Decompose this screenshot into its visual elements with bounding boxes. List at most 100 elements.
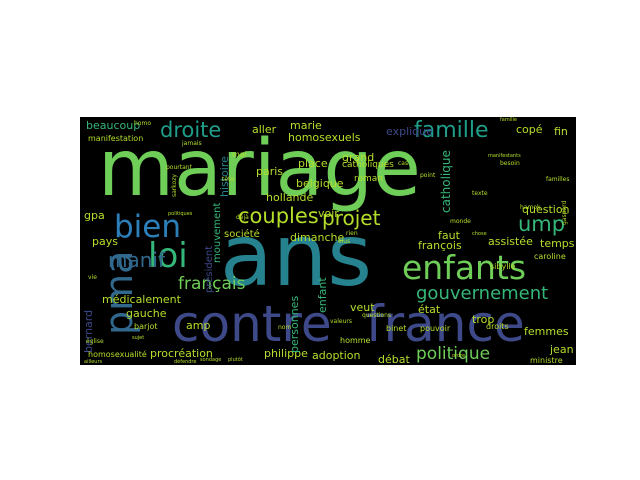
cloud-word-philippe: philippe: [264, 347, 308, 360]
cloud-word-ailleurs: ailleurs: [84, 359, 103, 365]
cloud-word-caroline: caroline: [534, 252, 566, 261]
cloud-word-couples: couples: [238, 204, 319, 228]
cloud-word-veut: veut: [350, 301, 375, 314]
cloud-word-homo: homo: [134, 120, 151, 127]
cloud-word-ans: ans: [220, 206, 372, 306]
cloud-word-cope: copé: [516, 123, 543, 136]
cloud-word-enfants: enfants: [402, 248, 526, 287]
cloud-word-barjot: barjot: [134, 322, 158, 331]
cloud-word-explique: explique: [386, 125, 433, 138]
cloud-word-plutot: plutôt: [228, 356, 243, 363]
cloud-word-gauche: gauche: [126, 307, 167, 320]
cloud-word-eglise: église: [86, 338, 104, 345]
cloud-word-voir: voir: [318, 207, 339, 220]
cloud-word-sarkozy: sarkozy: [171, 174, 178, 197]
cloud-word-medicalement: médicalement: [102, 293, 182, 306]
cloud-word-pays: pays: [92, 235, 118, 248]
cloud-word-rien: rien: [346, 230, 358, 237]
cloud-word-francois: françois: [418, 239, 462, 252]
cloud-word-homme: homme: [340, 336, 371, 345]
cloud-word-homosexualite: homosexualité: [88, 349, 147, 359]
cloud-word-gpa: gpa: [84, 209, 105, 222]
cloud-word-trop: trop: [472, 313, 494, 326]
cloud-word-droite: droite: [160, 118, 221, 142]
cloud-word-faut: faut: [438, 229, 461, 242]
cloud-word-monde: monde: [450, 218, 471, 225]
cloud-word-marie: marie: [290, 119, 322, 132]
cloud-word-catholiques: catholiques: [342, 160, 394, 170]
cloud-word-vie: vie: [88, 274, 97, 281]
cloud-word-projet: projet: [322, 206, 381, 230]
cloud-word-elus: élus: [338, 238, 350, 245]
cloud-word-histoire: histoire: [218, 156, 231, 197]
cloud-word-cas: cas: [398, 160, 408, 167]
cloud-word-bernard: bernard: [82, 310, 95, 353]
cloud-word-politiques: politiques: [168, 211, 193, 217]
cloud-word-pourtant: pourtant: [166, 164, 193, 171]
cloud-word-belgique: belgique: [296, 177, 344, 190]
cloud-word-hollande: hollande: [266, 191, 314, 204]
cloud-word-nom: nom: [278, 324, 291, 331]
cloud-word-sondage: sondage: [200, 357, 221, 363]
cloud-word-ministre: ministre: [530, 356, 563, 365]
cloud-word-manif: manif: [108, 248, 166, 272]
word-cloud: mariage ans contre france enfants pma loi bien c…: [80, 117, 576, 365]
cloud-word-societe: société: [224, 228, 260, 240]
cloud-word-questions: questions: [362, 312, 391, 319]
cloud-word-catholique: catholique: [439, 150, 453, 213]
cloud-word-personnes: personnes: [288, 296, 301, 353]
cloud-word-roman: roman: [354, 174, 383, 184]
cloud-word-debat: débat: [378, 353, 410, 365]
cloud-word-loi: loi: [148, 236, 188, 276]
cloud-word-procreation: procréation: [150, 347, 213, 360]
cloud-word-mariage: mariage: [98, 124, 421, 214]
cloud-word-jamais: jamais: [181, 140, 202, 147]
cloud-word-question: question: [522, 203, 570, 216]
cloud-word-deja: déjà: [236, 214, 249, 221]
cloud-word-paris: paris: [256, 165, 283, 178]
cloud-word-enfant: enfant: [316, 277, 329, 313]
cloud-word-binet: binet: [386, 324, 406, 333]
cloud-word-manifestants: manifestants: [488, 153, 521, 159]
cloud-word-assistee: assistée: [488, 235, 533, 248]
cloud-word-contre: contre: [172, 295, 332, 353]
cloud-word-familles: familles: [546, 176, 569, 183]
cloud-word-valeurs: valeurs: [330, 318, 352, 325]
cloud-word-chose: chose: [472, 231, 487, 237]
cloud-word-adoption: adoption: [312, 349, 361, 362]
cloud-word-place: place: [298, 157, 328, 170]
cloud-word-gouvernement: gouvernement: [416, 283, 548, 304]
cloud-word-bien: bien: [114, 209, 181, 245]
cloud-word-grand: grand: [342, 151, 374, 164]
cloud-word-politique: politique: [416, 344, 490, 364]
cloud-word-hamok: hamok: [520, 204, 541, 211]
cloud-word-mal: mal: [232, 150, 247, 159]
cloud-word-president: président: [203, 246, 215, 293]
cloud-word-famille: famille: [414, 118, 489, 143]
cloud-word-point: point: [420, 172, 436, 179]
cloud-word-france: france: [366, 295, 525, 353]
cloud-word-ump: ump: [518, 212, 565, 236]
cloud-word-tete: tête: [222, 176, 234, 183]
cloud-word-famille: famille: [500, 117, 517, 123]
cloud-word-francais: français: [178, 274, 246, 294]
cloud-word-beaucoup: beaucoup: [86, 119, 140, 132]
cloud-word-aller: aller: [252, 123, 277, 136]
cloud-word-homosexuels: homosexuels: [288, 131, 361, 144]
cloud-word-sibylle: sibylle: [490, 262, 516, 271]
cloud-word-etat: état: [418, 303, 441, 316]
cloud-word-ordre: ordre: [452, 353, 465, 359]
cloud-word-manifestation: manifestation: [88, 134, 143, 143]
cloud-word-pma: pma: [97, 251, 141, 335]
cloud-word-sujet: sujet: [132, 335, 144, 341]
cloud-word-temps: temps: [540, 237, 575, 250]
cloud-word-fin: fin: [554, 125, 568, 138]
cloud-word-femmes: femmes: [524, 325, 569, 338]
cloud-word-gaspard: gaspard: [561, 201, 568, 225]
cloud-word-besoin: besoin: [500, 160, 520, 167]
cloud-word-jean: jean: [549, 343, 574, 356]
cloud-word-droits: droits: [486, 322, 509, 331]
cloud-word-defendre: défendre: [174, 358, 196, 365]
